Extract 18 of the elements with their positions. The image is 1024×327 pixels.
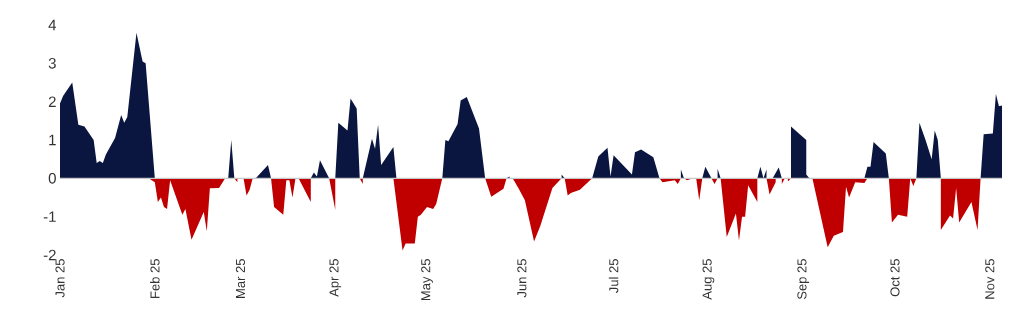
y-tick-label: 3 [48,58,56,69]
x-tick-label: Sep 25 [797,259,810,300]
x-tick-label: Jul 25 [608,259,619,294]
y-tick-label: 2 [48,96,56,107]
x-tick-label: Apr 25 [329,259,342,297]
y-tick-label: -1 [43,211,56,222]
x-tick-label: Feb 25 [150,259,160,298]
y-tick-label: 0 [48,173,56,184]
x-tick-label: May 25 [421,259,433,301]
x-tick-label: Jun 25 [517,259,527,298]
y-tick-label: -2 [43,249,56,261]
x-tick-label: Oct 25 [890,259,900,297]
x-tick-label: Nov 25 [985,259,995,299]
x-tick-label: Jan 25 [55,259,65,298]
x-tick-label: Aug 25 [702,259,715,300]
x-tick-label: Mar 25 [235,259,246,298]
y-tick-label: 4 [48,19,57,31]
y-tick-label: 1 [49,134,56,146]
